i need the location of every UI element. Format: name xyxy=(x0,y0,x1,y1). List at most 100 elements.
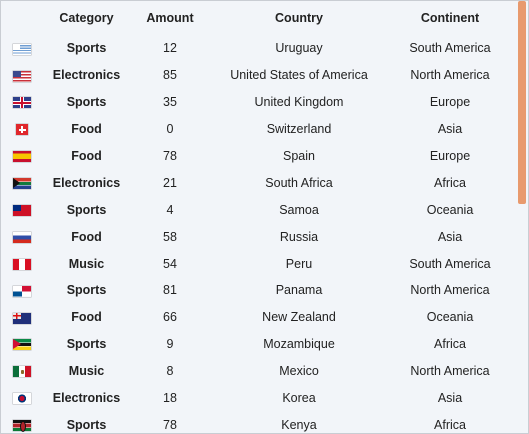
header-flag[interactable] xyxy=(1,1,43,35)
panama-flag-icon xyxy=(13,285,31,297)
peru-flag-icon xyxy=(13,258,31,270)
category-cell: Music xyxy=(68,256,105,271)
country-cell: Uruguay xyxy=(275,41,323,56)
uk-flag-icon xyxy=(13,97,31,109)
amount-cell: 81 xyxy=(163,283,177,298)
amount-cell: 21 xyxy=(163,175,177,190)
country-cell: Switzerland xyxy=(266,122,332,137)
flag-cell xyxy=(1,35,43,62)
category-cell: Food xyxy=(71,149,102,163)
flag-cell xyxy=(1,89,43,116)
category-cell: Electronics xyxy=(52,68,121,83)
uruguay-flag-icon xyxy=(13,43,31,55)
flag-cell xyxy=(1,223,43,250)
continent-cell: North America xyxy=(410,364,490,379)
header-category[interactable]: Category xyxy=(59,11,114,25)
country-cell: Russia xyxy=(279,229,319,244)
amount-cell: 8 xyxy=(166,364,174,379)
table-row[interactable]: Sports 78 Kenya Africa xyxy=(1,411,512,433)
continent-cell: Africa xyxy=(434,417,466,432)
south-africa-flag-icon xyxy=(13,178,31,190)
table-header-row: Category Amount Country Continent xyxy=(1,1,512,35)
flag-cell xyxy=(1,250,43,277)
flag-cell xyxy=(1,358,43,385)
spain-flag-icon xyxy=(13,151,31,163)
category-cell: Sports xyxy=(66,202,107,217)
flag-cell xyxy=(1,277,43,304)
country-cell: Spain xyxy=(283,149,315,163)
country-cell: Samoa xyxy=(279,202,319,217)
country-cell: Panama xyxy=(275,283,323,298)
country-cell: Peru xyxy=(285,256,313,271)
scrollbar-thumb[interactable] xyxy=(518,1,526,204)
amount-cell: 58 xyxy=(163,229,177,244)
russia-flag-icon xyxy=(13,231,31,243)
amount-cell: 66 xyxy=(163,310,177,325)
country-cell: Korea xyxy=(282,391,316,406)
flag-cell xyxy=(1,304,43,331)
header-country[interactable]: Country xyxy=(275,11,323,25)
country-cell: South Africa xyxy=(265,175,333,190)
flag-cell xyxy=(1,62,43,89)
continent-cell: Europe xyxy=(429,95,471,110)
category-cell: Sports xyxy=(66,283,107,298)
country-cell: Mexico xyxy=(279,364,319,379)
vertical-scrollbar[interactable] xyxy=(514,1,526,433)
table-row[interactable]: Sports 35 United Kingdom Europe xyxy=(1,89,512,116)
table-row[interactable]: Food 58 Russia Asia xyxy=(1,223,512,250)
header-amount[interactable]: Amount xyxy=(146,11,194,25)
amount-cell: 78 xyxy=(163,149,177,163)
flag-cell xyxy=(1,385,43,412)
category-cell: Electronics xyxy=(52,175,121,190)
table-row[interactable]: Sports 4 Samoa Oceania xyxy=(1,196,512,223)
category-cell: Food xyxy=(71,229,102,244)
header-continent[interactable]: Continent xyxy=(420,11,480,25)
flag-cell xyxy=(1,143,43,170)
amount-cell: 85 xyxy=(163,68,177,83)
table-row[interactable]: Electronics 18 Korea Asia xyxy=(1,385,512,412)
continent-cell: South America xyxy=(409,256,491,271)
table-row[interactable]: Sports 12 Uruguay South America xyxy=(1,35,512,62)
continent-cell: North America xyxy=(410,68,490,83)
amount-cell: 9 xyxy=(166,337,174,352)
table-row[interactable]: Music 8 Mexico North America xyxy=(1,358,512,385)
samoa-flag-icon xyxy=(13,204,31,216)
table-row[interactable]: Electronics 21 South Africa Africa xyxy=(1,169,512,196)
usa-flag-icon xyxy=(13,70,31,82)
new-zealand-flag-icon xyxy=(13,312,31,324)
amount-cell: 35 xyxy=(163,95,177,110)
country-cell: United Kingdom xyxy=(254,95,344,110)
mozambique-flag-icon xyxy=(13,339,31,351)
table-row[interactable]: Food 66 New Zealand Oceania xyxy=(1,304,512,331)
continent-cell: Africa xyxy=(434,337,466,352)
table-row[interactable]: Sports 81 Panama North America xyxy=(1,277,512,304)
amount-cell: 0 xyxy=(166,122,174,137)
kenya-flag-icon xyxy=(13,420,31,433)
table-row[interactable]: Food 0 Switzerland Asia xyxy=(1,116,512,143)
category-cell: Food xyxy=(71,122,102,137)
table-row[interactable]: Food 78 Spain Europe xyxy=(1,143,512,170)
flag-cell xyxy=(1,411,43,433)
country-cell: New Zealand xyxy=(262,310,336,325)
switzerland-flag-icon xyxy=(16,124,28,136)
country-cell: Kenya xyxy=(281,417,317,432)
country-cell: Mozambique xyxy=(263,337,335,352)
category-cell: Electronics xyxy=(52,391,121,406)
table-row[interactable]: Electronics 85 United States of America … xyxy=(1,62,512,89)
table-row[interactable]: Sports 9 Mozambique Africa xyxy=(1,331,512,358)
continent-cell: Asia xyxy=(437,229,463,244)
country-cell: United States of America xyxy=(230,68,368,83)
continent-cell: Europe xyxy=(429,149,471,163)
amount-cell: 12 xyxy=(163,41,177,56)
continent-cell: Africa xyxy=(434,175,466,190)
flag-cell xyxy=(1,331,43,358)
korea-flag-icon xyxy=(13,393,31,405)
continent-cell: South America xyxy=(409,41,491,56)
table-row[interactable]: Music 54 Peru South America xyxy=(1,250,512,277)
category-cell: Sports xyxy=(66,417,107,432)
category-cell: Food xyxy=(71,310,102,325)
mexico-flag-icon xyxy=(13,366,31,378)
amount-cell: 18 xyxy=(163,391,177,406)
amount-cell: 4 xyxy=(166,202,174,217)
